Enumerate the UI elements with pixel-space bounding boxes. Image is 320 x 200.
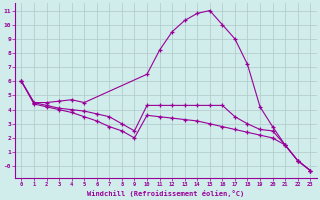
X-axis label: Windchill (Refroidissement éolien,°C): Windchill (Refroidissement éolien,°C) bbox=[87, 190, 244, 197]
